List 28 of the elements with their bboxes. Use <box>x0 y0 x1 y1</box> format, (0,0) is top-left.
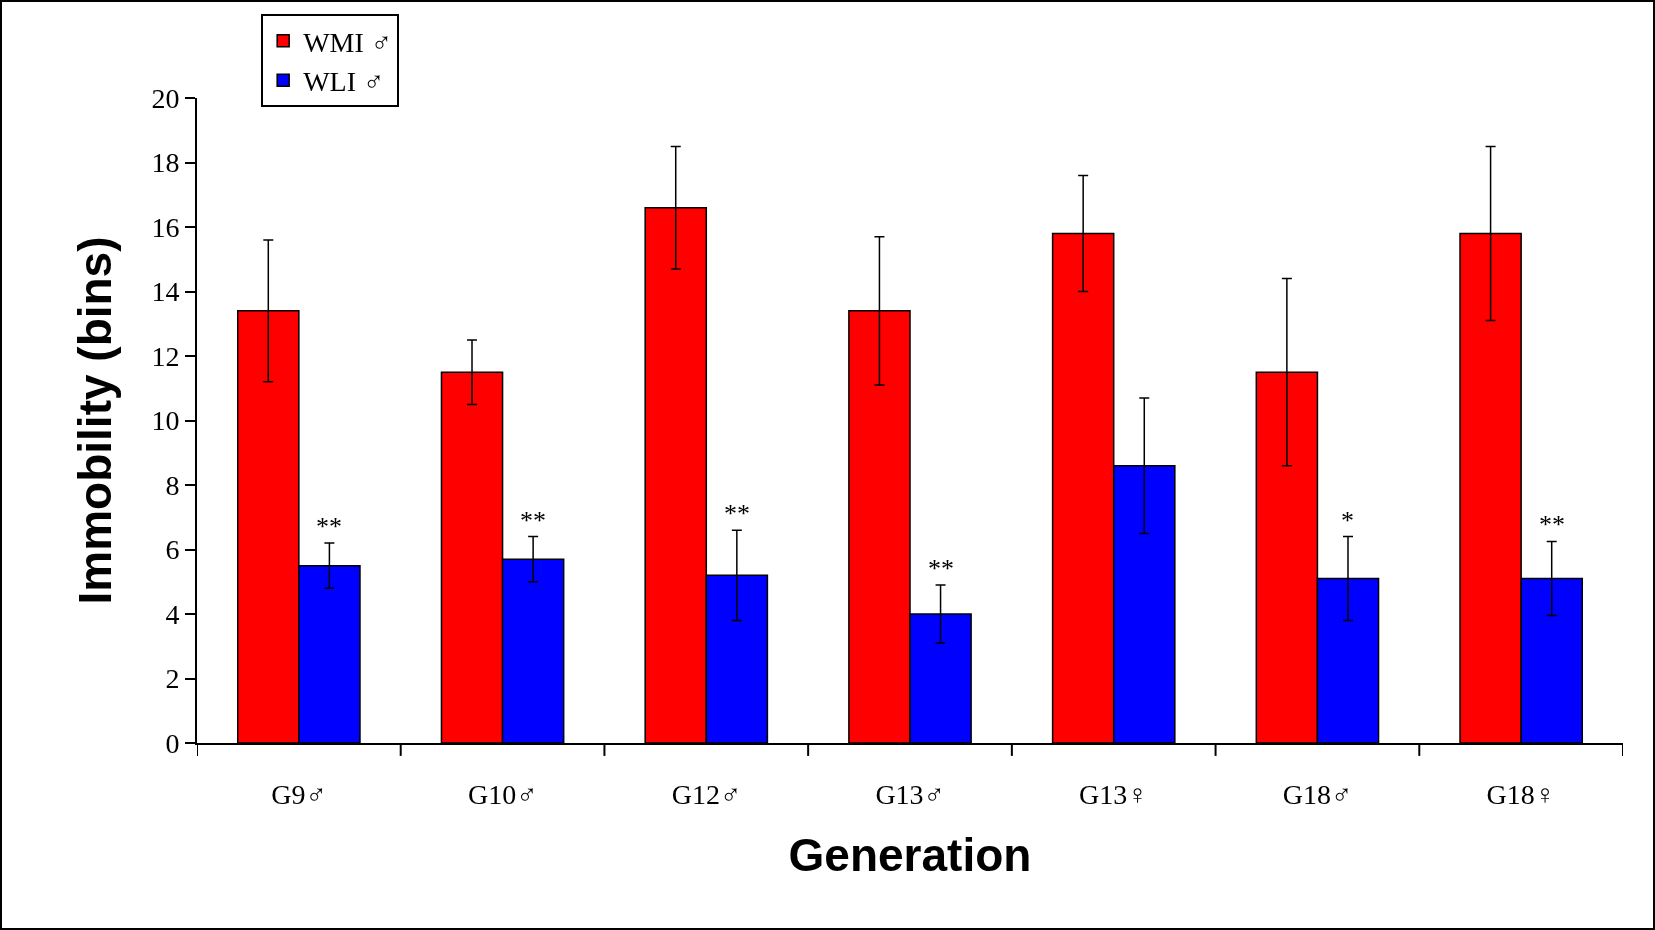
annotation: ** <box>928 554 954 583</box>
x-tick-label: G13♂ <box>875 778 945 810</box>
y-tick-label: 16 <box>151 211 180 243</box>
x-tick-label: G10♂ <box>467 778 538 810</box>
y-tick-label: 0 <box>165 727 180 759</box>
y-tick-label: 18 <box>151 147 180 179</box>
y-tick-label: 12 <box>151 340 180 372</box>
y-tick-label: 14 <box>151 276 180 308</box>
annotation: ** <box>724 499 750 528</box>
annotation: * <box>1341 506 1354 535</box>
x-tick-label: G18♀ <box>1486 778 1556 810</box>
y-tick-label: 20 <box>151 82 180 114</box>
y-tick-label: 6 <box>165 534 180 566</box>
legend-label: WMI ♂ <box>303 26 392 58</box>
x-tick-label: G9♂ <box>271 778 327 810</box>
annotation: ** <box>520 506 546 535</box>
legend-label: WLI ♂ <box>303 66 385 98</box>
y-tick-label: 8 <box>165 469 180 501</box>
y-tick-label: 10 <box>151 405 180 437</box>
x-tick-label: G12♂ <box>671 778 741 810</box>
y-axis-title: Immobility (bins) <box>69 236 122 605</box>
y-tick-label: 2 <box>165 663 180 695</box>
y-tick-label: 4 <box>165 598 180 630</box>
x-axis-title: Generation <box>788 828 1032 881</box>
x-tick-label: G18♂ <box>1282 778 1353 810</box>
annotation: ** <box>316 512 342 541</box>
annotation: ** <box>1539 510 1565 539</box>
x-tick-label: G13♀ <box>1079 778 1149 810</box>
